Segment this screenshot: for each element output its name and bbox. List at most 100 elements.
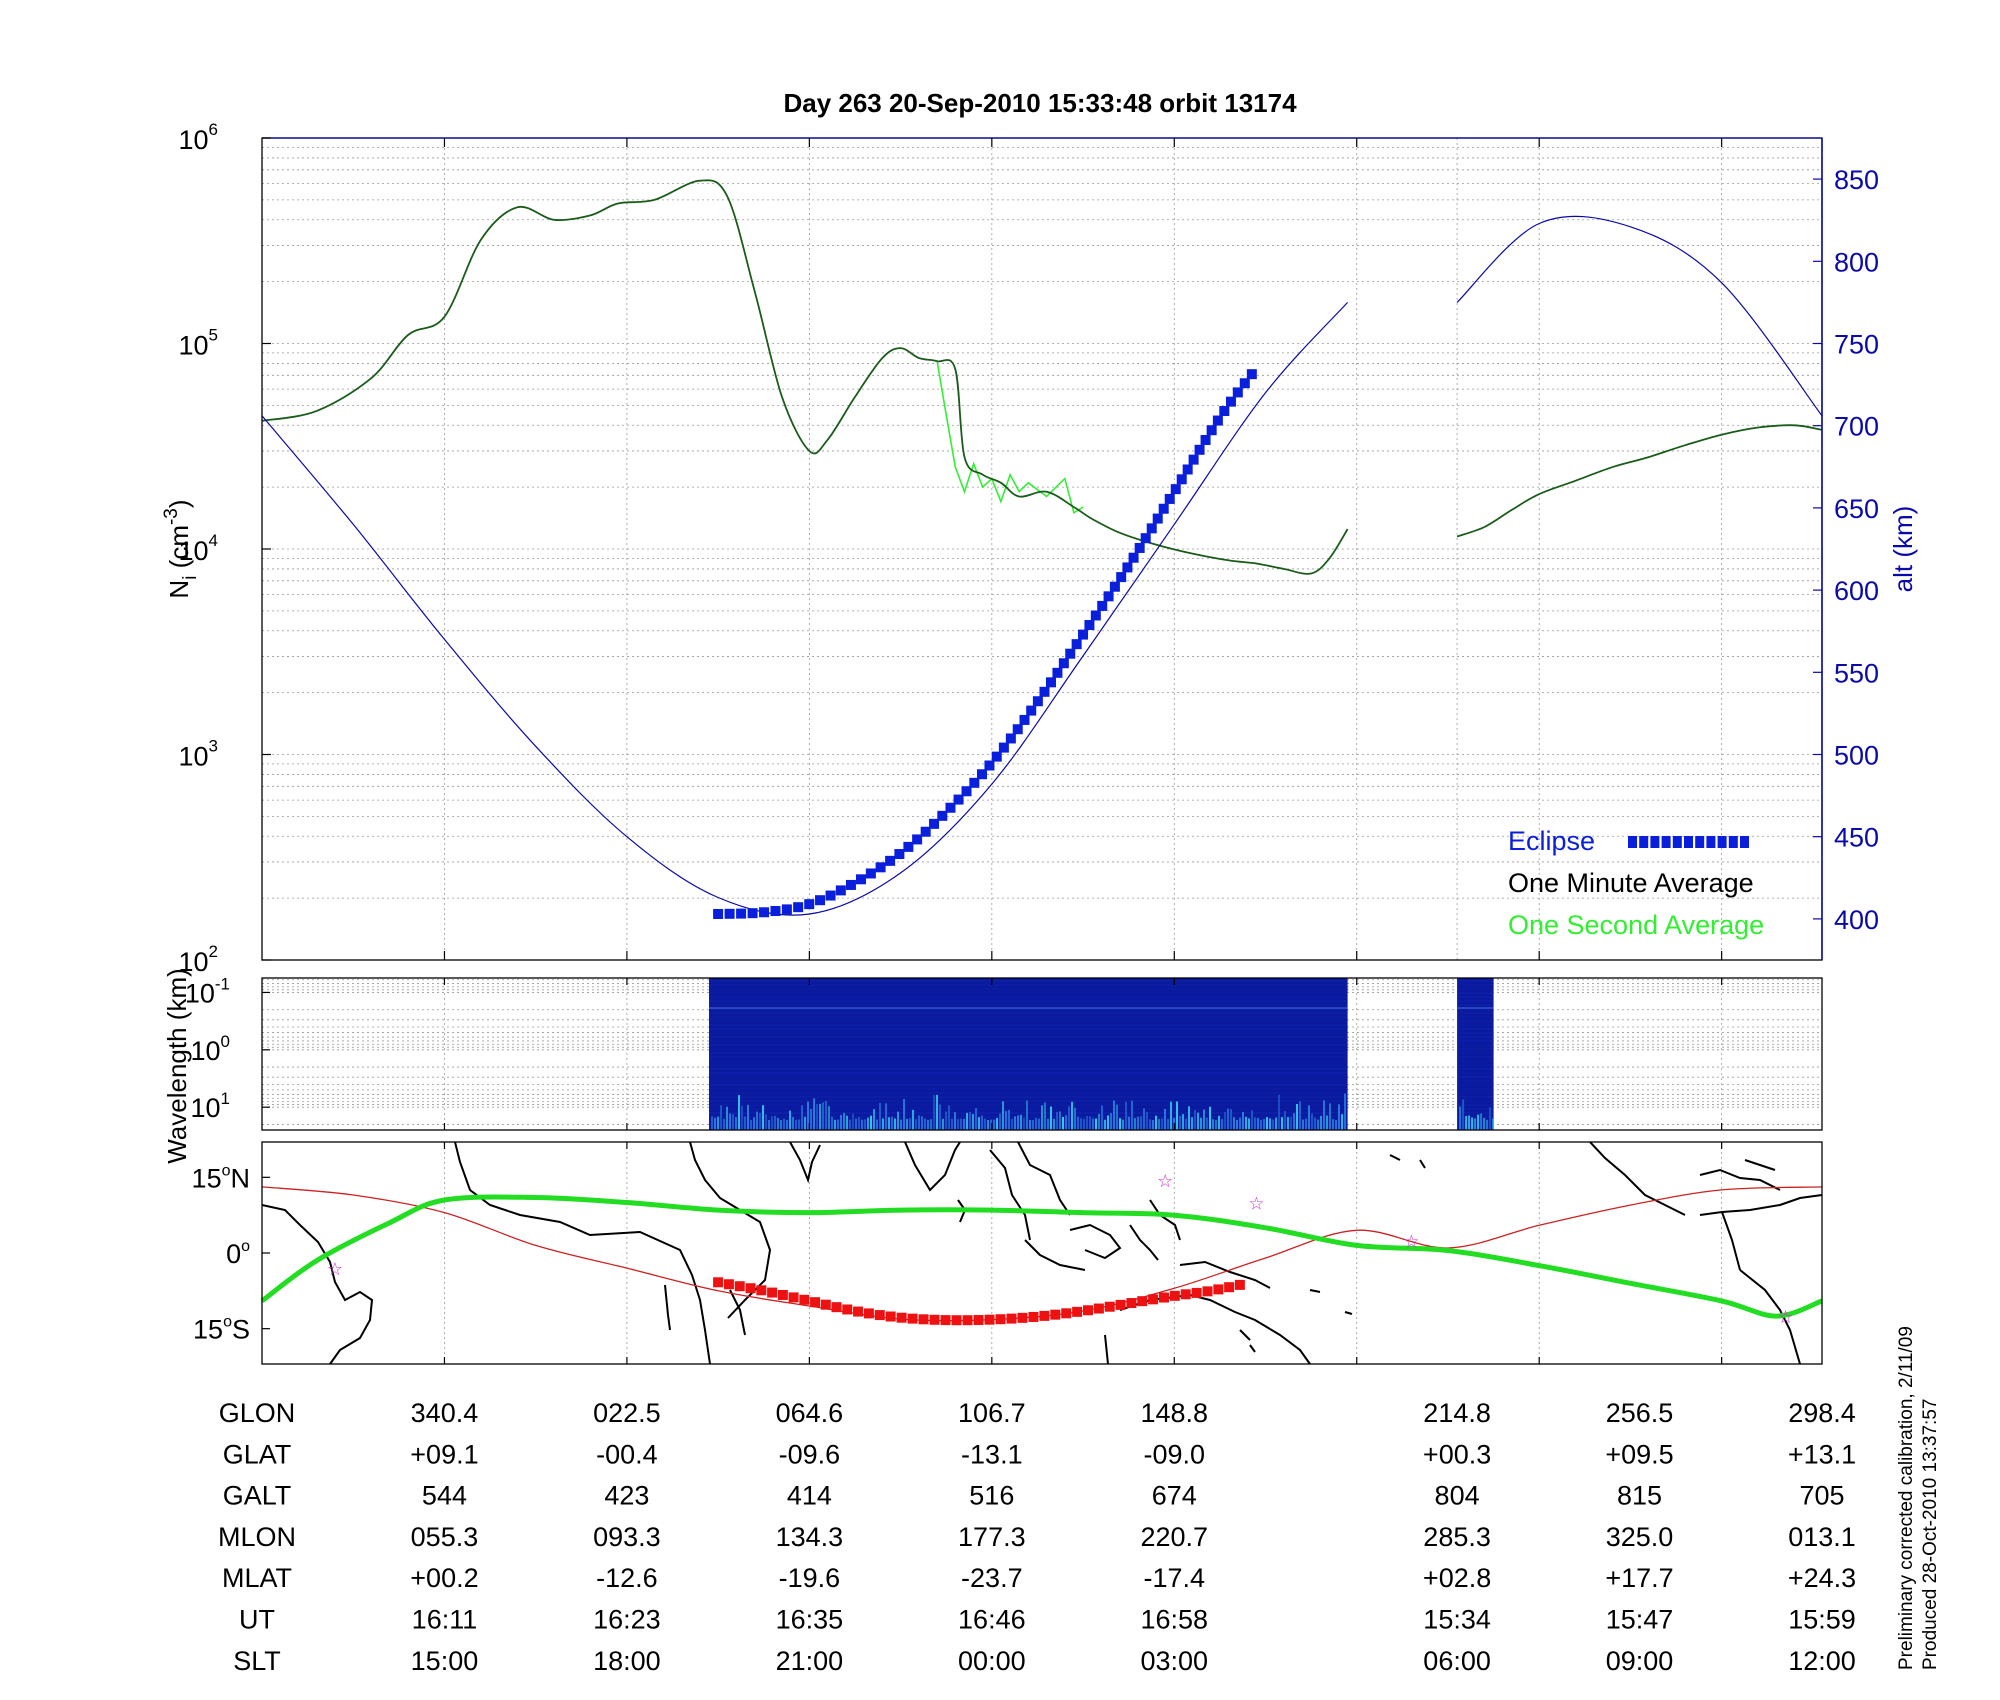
spectrogram-streak — [1486, 1119, 1489, 1130]
y-tick-label: 103 — [178, 737, 218, 772]
spectrogram-streak — [750, 1119, 753, 1130]
spectrogram-streak — [1146, 1111, 1149, 1130]
spectrogram-image — [709, 978, 1495, 1130]
legend-eclipse-square — [1672, 836, 1682, 848]
legend: Eclipse One Minute Average One Second Av… — [1508, 826, 1764, 940]
spectrogram-streak — [1041, 1105, 1044, 1130]
spectrogram-streak — [1128, 1116, 1131, 1130]
table-row-label: MLON — [218, 1522, 296, 1552]
spectrogram-streak — [789, 1110, 792, 1130]
legend-second-label: One Second Average — [1508, 910, 1764, 940]
eclipse-marker — [1039, 686, 1050, 697]
spectrogram-streak — [1245, 1116, 1248, 1130]
table-cell: 177.3 — [958, 1522, 1026, 1552]
spectrogram-streak — [1480, 1113, 1483, 1130]
spectrogram-streak — [738, 1095, 741, 1130]
chart-title: Day 263 20-Sep-2010 15:33:48 orbit 13174 — [783, 88, 1297, 118]
eclipse-track-marker — [799, 1294, 810, 1305]
legend-eclipse-square — [1639, 836, 1649, 848]
spectrogram-streak — [1296, 1103, 1299, 1130]
table-cell: 013.1 — [1788, 1522, 1856, 1552]
spectrogram-streak — [927, 1119, 930, 1130]
eclipse-marker — [724, 908, 735, 919]
eclipse-track-marker — [1191, 1287, 1202, 1298]
eclipse-marker — [998, 742, 1009, 753]
spectrogram-streak — [726, 1106, 729, 1130]
spectrogram-streak — [1083, 1118, 1086, 1130]
spectrogram-streak — [939, 1104, 942, 1130]
spectrogram-streak — [996, 1118, 999, 1130]
eclipse-track-marker — [723, 1279, 734, 1290]
eclipse-marker — [1152, 513, 1163, 524]
spectrogram-streak — [744, 1116, 747, 1130]
table-cell: +13.1 — [1788, 1439, 1856, 1469]
eclipse-track-marker — [863, 1308, 874, 1319]
density-series — [261, 179, 1823, 919]
spectrogram-streak — [1492, 1118, 1495, 1130]
spectrogram-streak — [1107, 1115, 1110, 1130]
spectrogram-streak — [1080, 1118, 1083, 1130]
table-cell: -19.6 — [779, 1563, 841, 1593]
spectrogram-streak — [1254, 1117, 1257, 1130]
eclipse-track-marker — [1104, 1301, 1115, 1312]
table-cell: +09.1 — [410, 1439, 478, 1469]
table-cell: 106.7 — [958, 1398, 1026, 1428]
spectrogram-streak — [1029, 1119, 1032, 1130]
altitude-tick-label: 750 — [1834, 330, 1879, 360]
spectrogram-streak — [1290, 1116, 1293, 1130]
calibration-note: Preliminary corrected calibration, 2/11/… — [1896, 1326, 1917, 1670]
spectrogram-streak — [1314, 1117, 1317, 1130]
lat-value: 15 — [192, 1163, 222, 1193]
eclipse-marker — [1232, 387, 1243, 398]
spectrogram-streak — [1110, 1112, 1113, 1130]
lat-value: 15 — [193, 1315, 223, 1345]
spectrogram-streak — [1218, 1115, 1221, 1130]
spectrogram-streak — [1191, 1117, 1194, 1130]
eclipse-marker — [1194, 444, 1205, 455]
spectrogram-streak — [1176, 1101, 1179, 1130]
eclipse-track-marker — [951, 1315, 962, 1326]
eclipse-track-marker — [1061, 1308, 1072, 1319]
eclipse-marker — [885, 855, 896, 866]
spectrogram-streak — [1344, 1093, 1347, 1130]
legend-eclipse-square — [1706, 836, 1716, 848]
degree-sign: o — [223, 1314, 232, 1331]
spectrogram-streak — [1188, 1106, 1191, 1130]
spectrogram-streak — [801, 1105, 804, 1130]
spectrogram-streak — [1275, 1117, 1278, 1130]
spectrogram-streak — [825, 1100, 828, 1130]
table-cell: 09:00 — [1606, 1646, 1674, 1676]
spectrogram-streak — [1086, 1115, 1089, 1130]
table-cell: 055.3 — [411, 1522, 479, 1552]
eclipse-track-marker — [907, 1313, 918, 1324]
eclipse-marker — [976, 769, 987, 780]
y-tick-exponent: 1 — [221, 1089, 230, 1108]
table-row-label: GALT — [223, 1481, 292, 1511]
spectrogram-streak — [1305, 1118, 1308, 1130]
eclipse-marker — [825, 890, 836, 901]
table-cell: -00.4 — [596, 1439, 658, 1469]
spectrogram-streak — [1224, 1112, 1227, 1130]
eclipse-track-marker — [929, 1314, 940, 1325]
spectrogram-streak — [783, 1118, 786, 1130]
table-cell: 06:00 — [1423, 1646, 1491, 1676]
spectrogram-streak — [1489, 1107, 1492, 1130]
spectrogram-streak — [885, 1103, 888, 1130]
spectrogram-streak — [1152, 1119, 1155, 1130]
eclipse-marker — [1200, 434, 1211, 445]
spectrogram-streak — [1320, 1115, 1323, 1130]
table-cell: 325.0 — [1606, 1522, 1674, 1552]
spectrogram-streak — [888, 1117, 891, 1130]
spectrogram-streak — [984, 1118, 987, 1130]
eclipse-track-marker — [1072, 1306, 1083, 1317]
spectrogram-streak — [921, 1116, 924, 1130]
spectrogram-streak — [1242, 1111, 1245, 1130]
eclipse-track-marker — [1050, 1309, 1061, 1320]
table-cell: 544 — [422, 1481, 467, 1511]
spectrogram-streak — [864, 1119, 867, 1130]
spectrogram-streak — [1071, 1101, 1074, 1130]
spectrogram-streak — [894, 1118, 897, 1130]
eclipse-marker — [1134, 542, 1145, 553]
spectrogram-streak — [843, 1112, 846, 1130]
spectrogram-streak — [756, 1111, 759, 1130]
